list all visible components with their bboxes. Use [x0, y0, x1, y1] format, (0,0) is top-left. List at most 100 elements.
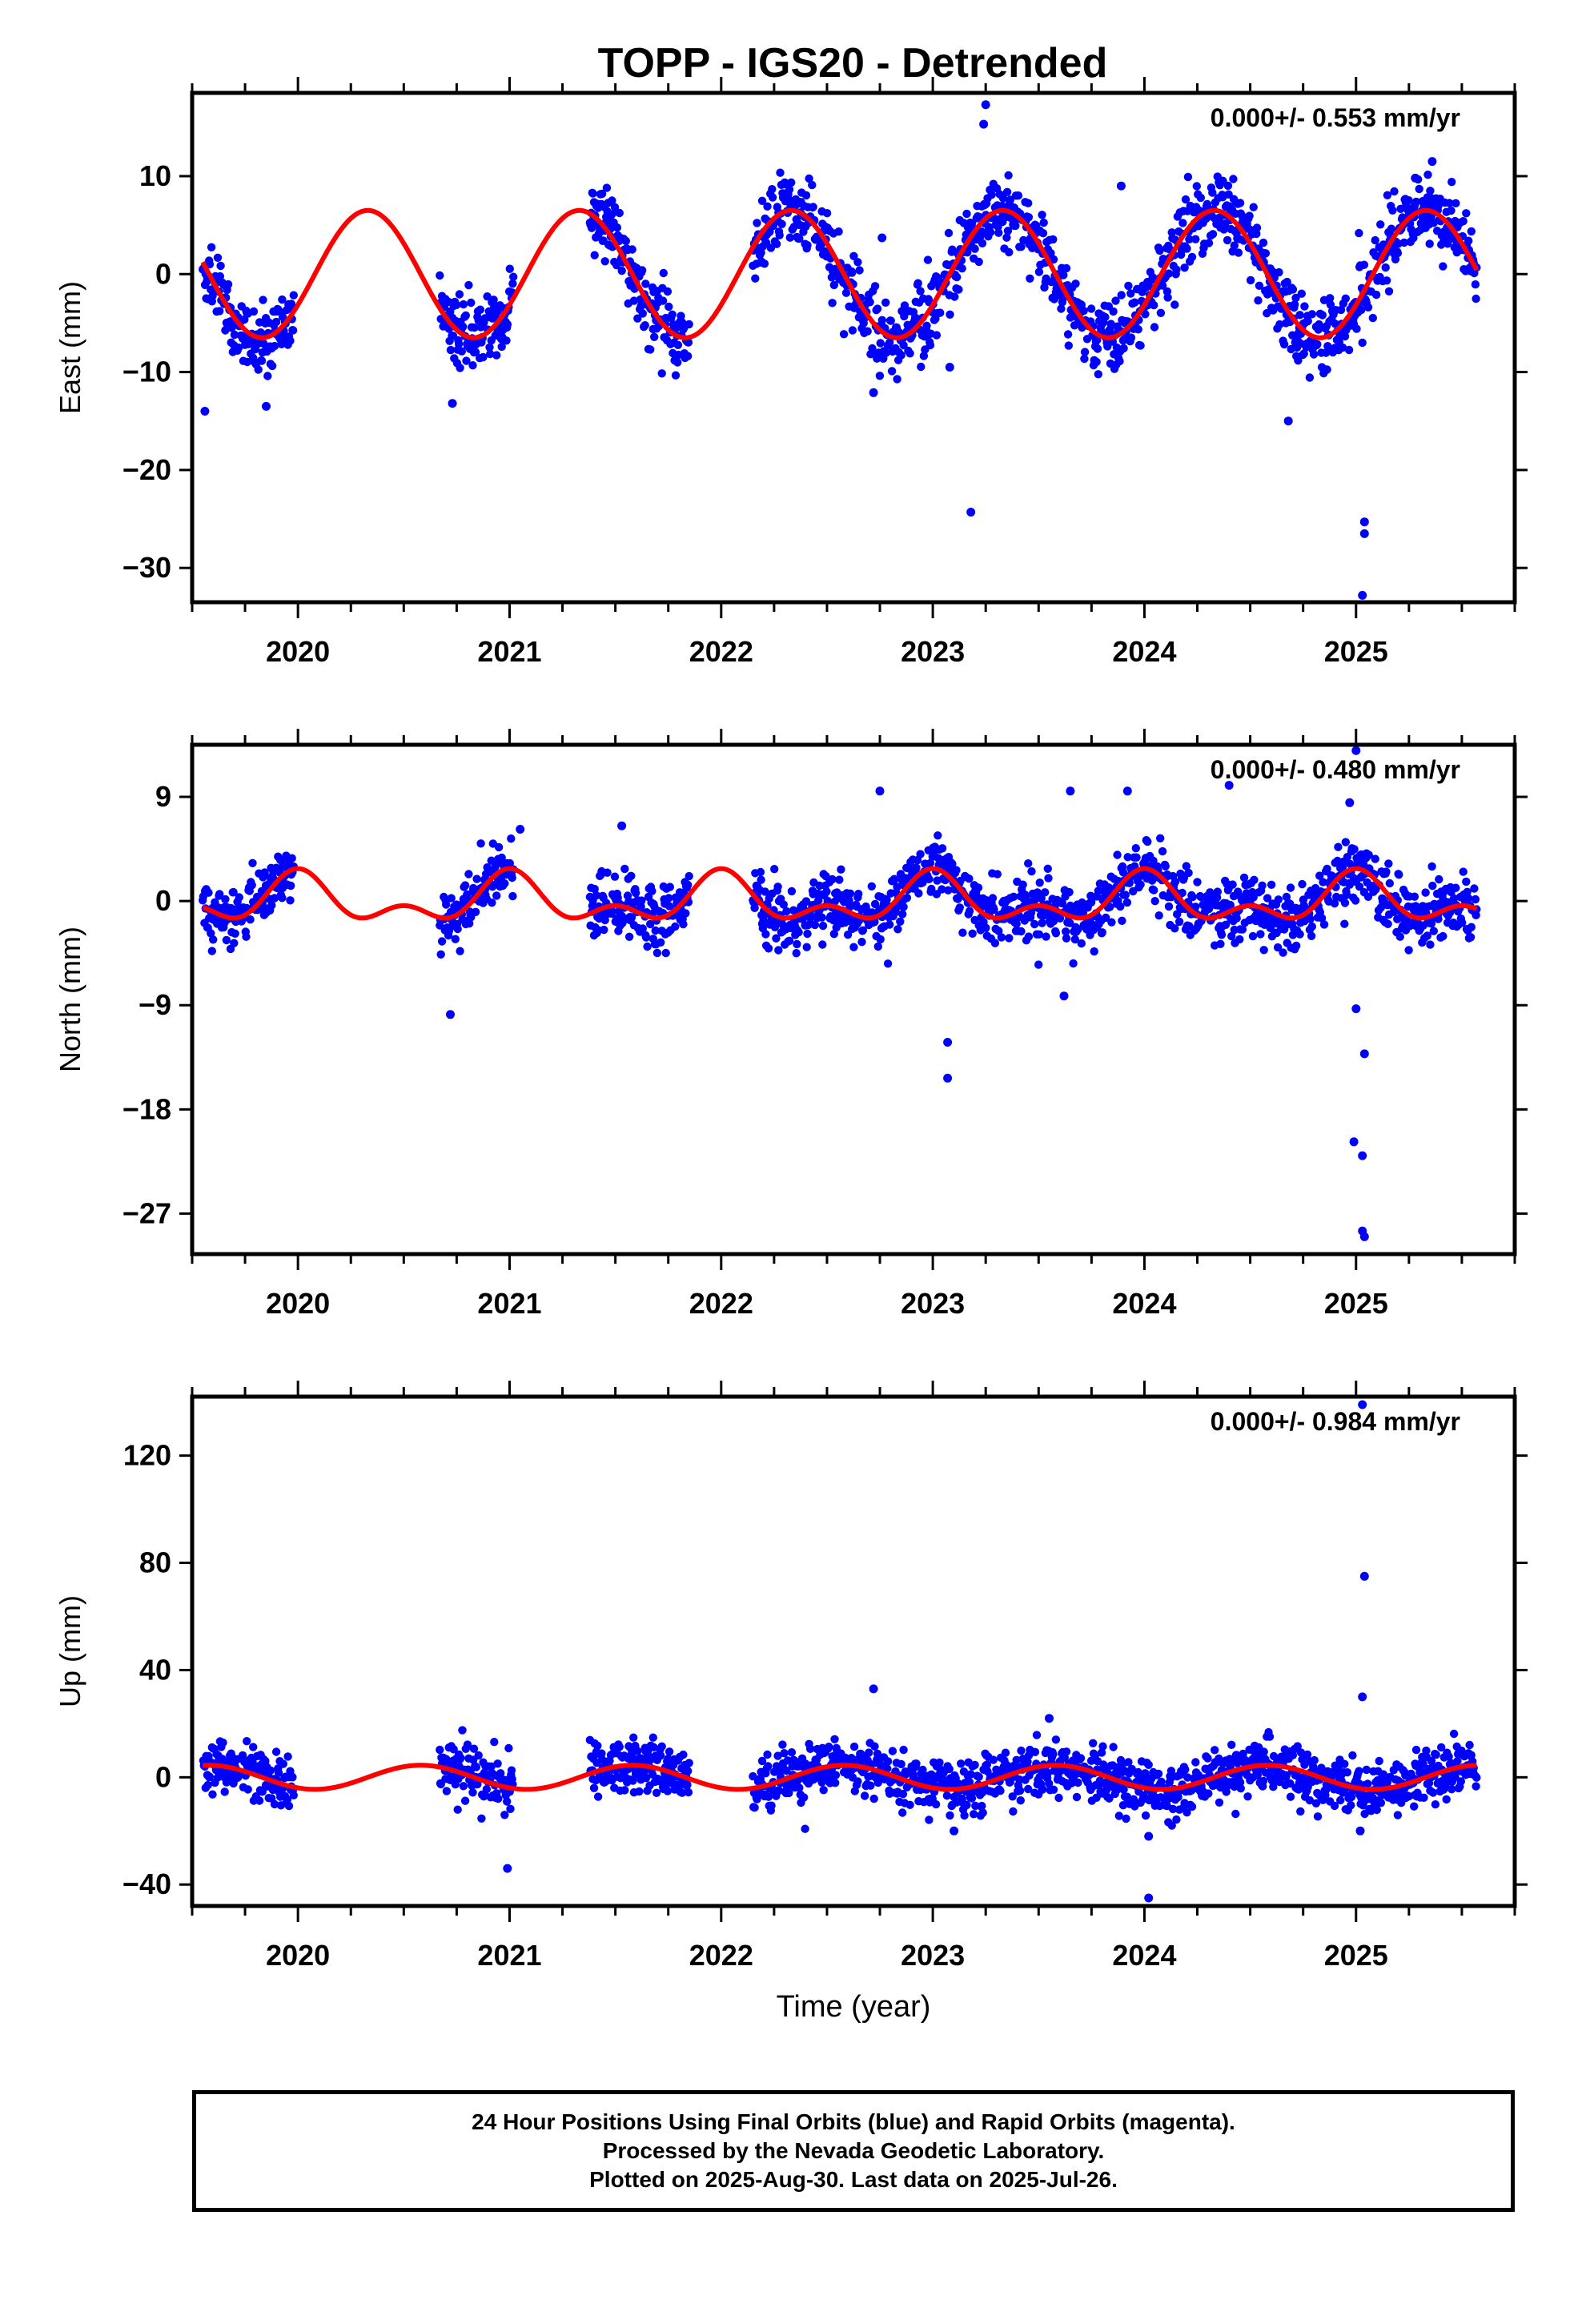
data-point [254, 365, 263, 374]
data-point [507, 834, 516, 843]
data-point [1343, 891, 1351, 899]
data-point [1421, 888, 1430, 897]
data-point [1231, 1809, 1240, 1819]
data-point [1062, 934, 1071, 943]
data-point [777, 219, 786, 228]
data-point [505, 858, 514, 868]
data-point [1371, 854, 1379, 863]
data-point [1038, 1785, 1047, 1794]
data-point [1204, 239, 1214, 247]
data-point [1122, 1814, 1130, 1823]
data-point [953, 272, 962, 282]
footer-line-3: Plotted on 2025-Aug-30. Last data on 202… [589, 2167, 1118, 2192]
data-point [1445, 199, 1454, 207]
y-tick-label: 80 [139, 1546, 171, 1579]
data-point [1127, 1764, 1136, 1774]
data-point [1121, 891, 1130, 899]
data-point [1323, 365, 1331, 374]
data-point [1249, 203, 1258, 211]
data-point-outlier [1359, 1571, 1369, 1581]
data-point [274, 1768, 283, 1777]
data-point [1098, 928, 1107, 937]
footer-line-2: Processed by the Nevada Geodetic Laborat… [602, 2138, 1105, 2163]
data-point [243, 1737, 251, 1746]
data-point [496, 1769, 505, 1778]
data-point [1363, 892, 1373, 902]
x-tick-label: 2025 [1324, 1287, 1388, 1320]
data-point [837, 865, 845, 874]
data-point [1311, 1799, 1321, 1807]
data-point [685, 1759, 693, 1767]
data-point [230, 330, 239, 340]
data-point [1384, 287, 1394, 296]
data-point [1368, 313, 1378, 323]
data-point [1016, 1796, 1026, 1805]
data-point [1034, 930, 1044, 939]
x-tick-label: 2020 [266, 1287, 330, 1320]
data-point [987, 191, 996, 199]
data-point [817, 913, 826, 922]
data-point [1348, 1751, 1357, 1760]
data-point [648, 1733, 657, 1742]
data-point [785, 936, 794, 946]
data-point [801, 897, 811, 906]
data-point [1008, 1792, 1017, 1801]
data-point [1340, 899, 1350, 907]
data-point [243, 1785, 252, 1794]
data-point [1459, 217, 1468, 226]
data-point-outlier [869, 1684, 878, 1694]
data-point [1182, 1808, 1191, 1817]
data-point [1232, 914, 1241, 923]
data-point [471, 348, 480, 356]
data-point [1066, 313, 1075, 322]
data-point [965, 907, 974, 915]
data-point [1038, 919, 1046, 927]
data-point [810, 920, 820, 930]
data-point [1340, 332, 1350, 341]
y-tick-label: 120 [123, 1439, 171, 1472]
data-point [638, 309, 647, 318]
data-point [476, 839, 485, 848]
data-point [1235, 199, 1245, 207]
data-point [887, 367, 897, 376]
data-point [1054, 1793, 1063, 1803]
data-point [208, 1790, 217, 1799]
data-point [808, 180, 817, 190]
data-point [1255, 281, 1264, 290]
data-point [490, 1738, 499, 1747]
data-point [1178, 219, 1187, 227]
data-point [1181, 195, 1191, 204]
data-point [1161, 862, 1170, 871]
data-point [1196, 193, 1206, 203]
data-point [1449, 894, 1459, 903]
data-point [1049, 235, 1058, 244]
data-point [215, 271, 225, 281]
data-point [1076, 1754, 1086, 1763]
data-point [875, 372, 885, 380]
data-point [456, 947, 464, 955]
data-point [1014, 191, 1023, 200]
data-point [267, 901, 276, 910]
data-point [615, 1743, 624, 1751]
data-point [952, 866, 961, 875]
data-point-outlier [1359, 529, 1369, 538]
data-point [763, 1750, 772, 1759]
data-point [685, 320, 693, 329]
data-point [1235, 935, 1244, 944]
data-point [1094, 370, 1103, 379]
data-point [1063, 330, 1073, 339]
data-point [637, 896, 646, 905]
data-point [998, 194, 1008, 203]
data-point [819, 1786, 828, 1795]
data-point [997, 933, 1006, 942]
data-point [505, 264, 514, 273]
data-point [442, 900, 451, 909]
data-point-outlier [966, 508, 976, 517]
data-point [1113, 850, 1122, 859]
data-point [1144, 1760, 1153, 1769]
data-point [960, 1811, 969, 1820]
data-point [1449, 1729, 1459, 1739]
data-point [905, 1800, 914, 1809]
data-point [590, 251, 599, 259]
data-point [1030, 919, 1039, 929]
